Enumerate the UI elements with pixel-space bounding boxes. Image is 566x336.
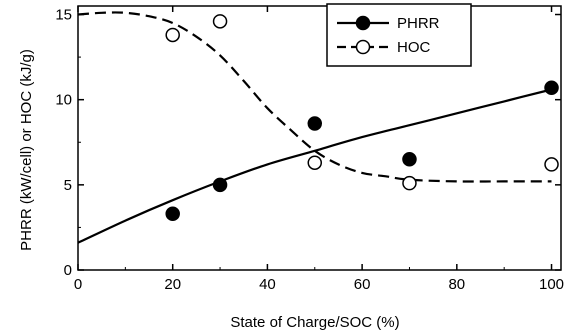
legend-label: HOC <box>397 39 431 56</box>
phrr-fit-curve <box>77 88 552 244</box>
y-axis-label: PHRR (kW/cell) or HOC (kJ/g) <box>18 49 35 251</box>
x-tick-label: 60 <box>354 276 371 293</box>
x-tick-label: 40 <box>259 276 276 293</box>
x-axis-label: State of Charge/SOC (%) <box>230 314 399 331</box>
x-tick-label: 0 <box>74 276 82 293</box>
x-tick-label: 20 <box>164 276 181 293</box>
phrr-point <box>212 177 228 193</box>
phrr-point <box>307 116 323 131</box>
hoc-point <box>212 14 228 29</box>
y-tick-label: 15 <box>55 7 72 24</box>
hoc-point <box>165 27 180 43</box>
hoc-point <box>307 155 323 170</box>
hoc-point <box>402 175 417 191</box>
y-tick-label: 0 <box>64 262 72 279</box>
phrr-point <box>402 152 417 167</box>
plot-frame <box>77 5 562 271</box>
phrr-point <box>165 206 180 222</box>
y-tick-label: 5 <box>64 177 72 194</box>
legend-box <box>326 3 472 67</box>
x-tick-label: 100 <box>539 276 564 293</box>
phrr-point <box>544 80 559 96</box>
y-tick-label: 10 <box>55 92 72 109</box>
legend-marker <box>355 39 371 55</box>
legend-label: PHRR <box>397 15 440 32</box>
hoc-point <box>544 157 559 172</box>
legend-marker <box>355 15 371 31</box>
x-tick-label: 80 <box>448 276 465 293</box>
